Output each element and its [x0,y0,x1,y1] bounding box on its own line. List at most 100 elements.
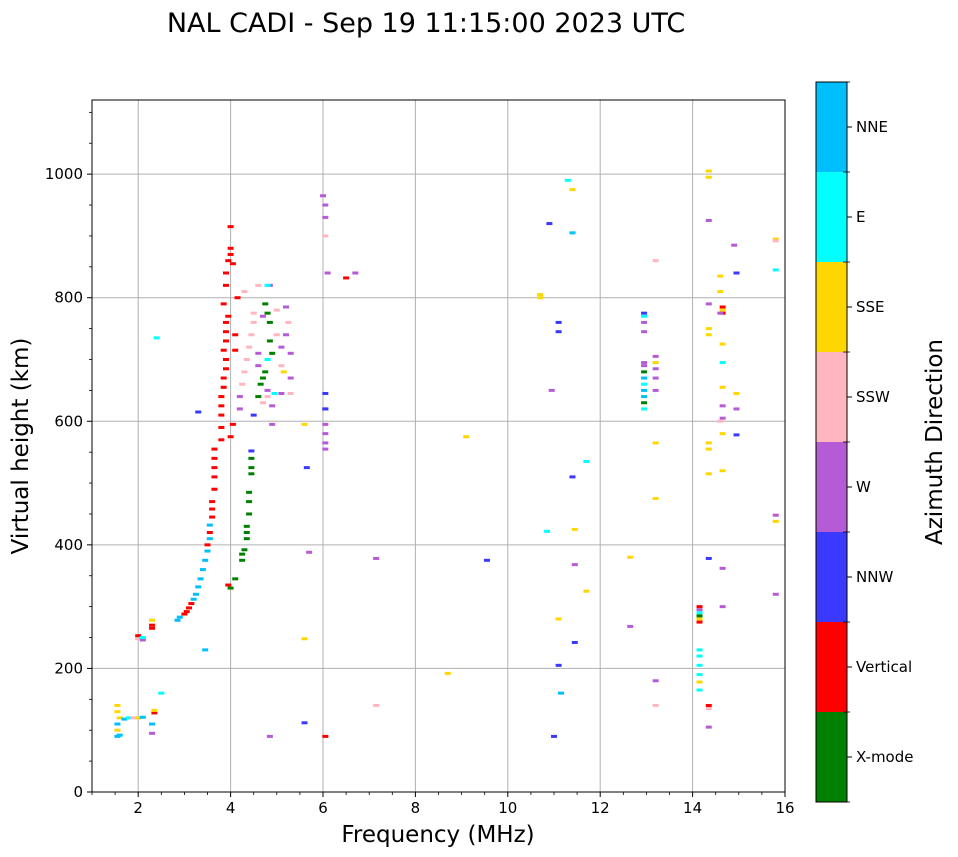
data-point [220,376,227,380]
data-point [717,311,724,315]
colorbar-segment [816,532,847,622]
data-point [641,364,648,368]
data-point [705,556,712,560]
y-axis-label: Virtual height (km) [8,338,34,555]
data-point [243,531,250,534]
data-point [197,577,204,581]
data-point [227,252,234,256]
data-point [696,673,703,677]
data-point [733,271,740,275]
data-point [232,577,239,581]
data-point [696,654,703,658]
colorbar-segment [816,262,847,352]
colorbar-label: SSW [856,388,890,406]
grid-lines [92,100,785,792]
data-point [158,691,165,695]
y-tick-label: 600 [54,412,83,430]
data-point [241,290,248,294]
y-tick-label: 800 [54,289,83,307]
colorbar-segment [816,712,847,802]
colorbar-segment [816,622,847,712]
x-tick-label: 10 [498,799,517,817]
data-point [278,345,285,349]
data-point [696,608,703,612]
data-point [569,231,576,235]
data-point [246,490,253,494]
data-point [250,413,257,417]
data-point [322,203,329,207]
y-tick-label: 0 [73,783,83,801]
data-point [209,507,216,511]
data-point [627,624,634,628]
colorbar-segment [816,172,847,262]
data-point [222,271,229,275]
data-point [546,222,553,226]
y-tick-label: 1000 [45,165,83,183]
data-point [266,734,273,738]
data-point [114,722,121,726]
data-point [557,691,564,695]
data-point [652,354,659,358]
data-point [149,623,156,627]
data-point [195,410,202,414]
data-point [248,466,255,470]
data-point [199,568,206,572]
data-point [719,342,726,346]
data-point [239,552,246,556]
data-point [222,330,229,334]
data-point [248,472,255,476]
data-point [206,531,213,534]
data-point [183,610,190,614]
data-point [571,640,578,644]
plot-background [92,100,785,792]
data-point [733,391,740,395]
data-point [373,704,380,707]
data-point [225,259,232,263]
data-point [125,716,132,720]
data-point [259,314,266,318]
data-point [209,515,216,519]
data-point [135,634,142,638]
data-point [114,704,121,707]
data-point [641,407,648,411]
data-point [322,215,329,219]
data-point [153,336,160,340]
data-point [273,308,280,312]
data-point [719,432,726,436]
data-point [264,283,271,287]
data-point [571,527,578,531]
data-point [569,188,576,192]
colorbar-frame [815,81,848,803]
colorbar-segment [816,352,847,442]
data-point [696,605,703,609]
data-point [544,529,551,533]
data-point [135,716,142,720]
data-point [239,558,246,562]
data-point [209,500,216,504]
data-point [322,447,329,451]
data-point [130,716,137,720]
data-point [218,413,225,417]
data-point [320,194,326,198]
data-point [583,589,590,593]
data-point [232,348,239,352]
data-point [548,388,555,392]
data-point [696,688,703,692]
data-point [322,391,329,395]
data-point [324,271,331,275]
data-point [719,566,726,570]
data-point [705,333,712,337]
data-point [373,556,380,560]
data-point [652,259,659,263]
data-point [227,435,234,439]
data-point [717,290,724,294]
data-point [283,305,290,309]
data-point [772,592,779,596]
colorbar-label: X-mode [856,748,913,766]
data-point [248,333,255,337]
data-point [696,617,703,621]
data-point [225,583,232,587]
data-point [772,513,779,517]
data-point [149,731,156,735]
data-point [555,663,562,667]
